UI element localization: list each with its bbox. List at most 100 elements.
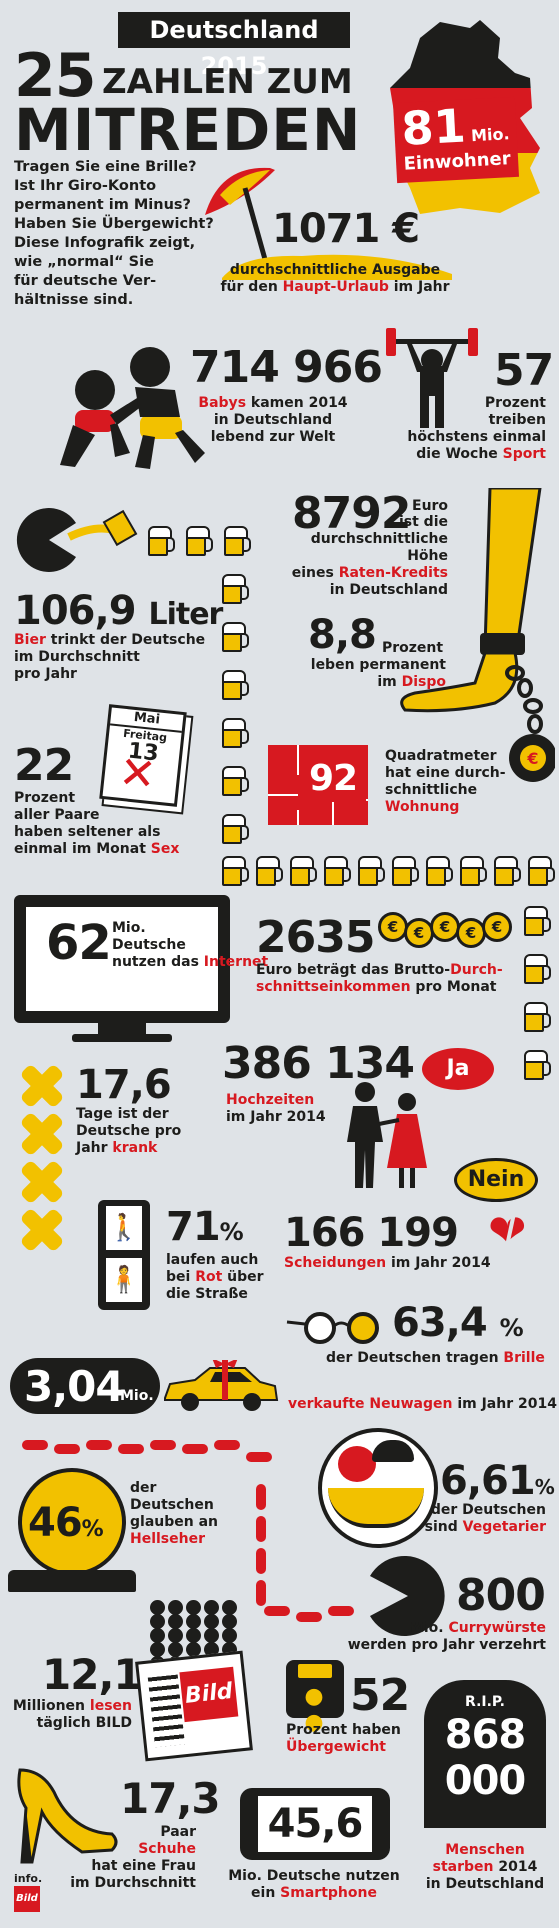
sex-line: einmal im Monat [14, 841, 151, 857]
leg-ball-and-chain-icon: € [400, 488, 555, 782]
reader-head-icon [222, 1600, 237, 1615]
sausage-icon [150, 1440, 176, 1450]
urlaub-line: im Jahr [388, 279, 450, 295]
beer-mug-icon [426, 856, 453, 886]
intro-line: für deutsche Ver- [14, 273, 157, 289]
smartphone-icon [240, 1788, 390, 1860]
hochzeit-line: im Jahr 2014 [226, 1109, 326, 1125]
reader-head-icon [150, 1628, 165, 1643]
schuhe-line: Paar [160, 1824, 196, 1840]
brille-value: 63,4 % [392, 1300, 524, 1346]
bild-highlight: lesen [89, 1698, 132, 1714]
beer-mug-icon [524, 954, 551, 984]
neuwagen-value: 3,04 [24, 1362, 125, 1411]
sausage-icon [246, 1452, 272, 1462]
kredit-line: in Deutschland [329, 582, 448, 598]
bier-line: pro Jahr [14, 666, 77, 682]
sex-line: haben seltener als [14, 824, 161, 840]
bier-number: 106,9 [14, 588, 137, 634]
internet-value: 62 [46, 915, 112, 971]
wohnung-value: 92 [300, 756, 366, 802]
einkommen-text: Euro beträgt das Brutto-Durch- schnittse… [256, 962, 503, 996]
rot-unit: % [219, 1218, 244, 1246]
bier-line: im Durchschnitt [14, 649, 140, 665]
sausage-icon [256, 1516, 266, 1542]
currywurst-line: werden pro Jahr verzehrt [347, 1637, 546, 1653]
header-badge: Deutschland 2015 [118, 12, 350, 80]
internet-line: nutzen das [112, 954, 204, 970]
reader-head-icon [186, 1600, 201, 1615]
krank-line: Deutsche pro [76, 1123, 182, 1139]
kredit-highlight: Raten-Kredits [338, 565, 448, 581]
hellseher-line: glauben an [130, 1514, 219, 1530]
beer-mug-icon [222, 574, 249, 604]
rot-highlight: Rot [195, 1269, 223, 1285]
sausage-icon [22, 1440, 48, 1450]
bier-line: trinkt der Deutsche [45, 632, 206, 648]
beach-umbrella-icon [205, 167, 275, 271]
high-heel-icon [17, 1768, 118, 1864]
rot-text: laufen auch bei Rot über die Straße [166, 1252, 264, 1303]
babies-icon [60, 347, 205, 469]
schuhe-line: hat eine Frau [91, 1858, 196, 1874]
bier-unit: Liter [148, 597, 223, 632]
vegetarier-unit: % [534, 1475, 555, 1499]
brille-text: der Deutschen tragen Brille [326, 1350, 545, 1367]
currywurst-text: Mio. Currywürste werden pro Jahr verzehr… [330, 1620, 546, 1654]
uebergewicht-text: Prozent haben Übergewicht [286, 1722, 401, 1756]
title-number: 25 [14, 41, 96, 111]
plaster-icon [19, 1063, 65, 1109]
reader-head-icon [186, 1614, 201, 1629]
sausage-icon [264, 1606, 290, 1616]
intro-line: permanent im Minus? [14, 197, 191, 213]
wohnung-line: schnittliche [385, 782, 478, 798]
hochzeit-highlight: Hochzeiten [226, 1092, 315, 1108]
wohnung-text: Quadratmeter hat eine durch- schnittlich… [385, 748, 506, 816]
gravestone-icon [424, 1680, 546, 1828]
brille-unit: % [499, 1314, 524, 1342]
euro-symbol-icon: € [526, 749, 538, 768]
intro-line: Tragen Sie eine Brille? [14, 159, 197, 175]
brille-line: der Deutschen tragen [326, 1350, 504, 1366]
urlaub-value: 1071 € [272, 206, 420, 252]
beer-mug-icon [186, 526, 213, 556]
monitor-icon [14, 895, 230, 1023]
sausage-icon [256, 1580, 266, 1606]
krank-highlight: krank [112, 1140, 158, 1156]
rot-line: die Straße [166, 1286, 248, 1302]
crystal-ball-icon [18, 1468, 126, 1576]
beer-mug-icon [358, 856, 385, 886]
sex-highlight: Sex [150, 841, 180, 857]
dispo-text: leben permanent im Dispo [300, 657, 446, 691]
neuwagen-highlight: verkaufte Neuwagen [288, 1396, 453, 1412]
vegetarier-number: 6,61 [440, 1458, 536, 1504]
footer-bild-logo: Bild [14, 1886, 40, 1912]
sport-line: Prozent [484, 395, 546, 411]
intro-line: Diese Infografik zeigt, [14, 235, 196, 251]
beer-mug-icon [494, 856, 521, 886]
sex-line: Prozent [14, 790, 76, 806]
sausage-icon [214, 1440, 240, 1450]
krank-line: Jahr [76, 1140, 113, 1156]
einkommen-highlight: Durch- [450, 962, 503, 978]
beer-mug-icon [524, 1050, 551, 1080]
urlaub-text: durchschnittliche Ausgabe für den Haupt-… [220, 262, 450, 296]
dispo-line: leben permanent [310, 657, 446, 673]
kredit-unit: Euro [412, 498, 449, 514]
bier-value: 106,9 Liter [14, 588, 223, 634]
newspaper-icon: Bild [135, 1650, 253, 1762]
dispo-line: im [377, 674, 402, 690]
intro-text: Tragen Sie eine Brille? Ist Ihr Giro-Kon… [14, 158, 214, 310]
speech-bubble-nein: Nein [454, 1158, 538, 1202]
rot-line: bei [166, 1269, 196, 1285]
hellseher-unit: % [81, 1517, 104, 1542]
hochzeit-text: Hochzeiten im Jahr 2014 [226, 1092, 326, 1126]
beer-mug-icon [324, 856, 351, 886]
bier-text: Bier trinkt der Deutsche im Durchschnitt… [14, 632, 205, 683]
tod-line: 2014 [493, 1859, 538, 1875]
plaster-icon [19, 1111, 65, 1157]
scheidung-value: 166 199 [284, 1210, 459, 1256]
neuwagen-text: verkaufte Neuwagen im Jahr 2014 [288, 1396, 557, 1413]
beer-mug-icon [256, 856, 283, 886]
reader-head-icon [186, 1628, 201, 1643]
